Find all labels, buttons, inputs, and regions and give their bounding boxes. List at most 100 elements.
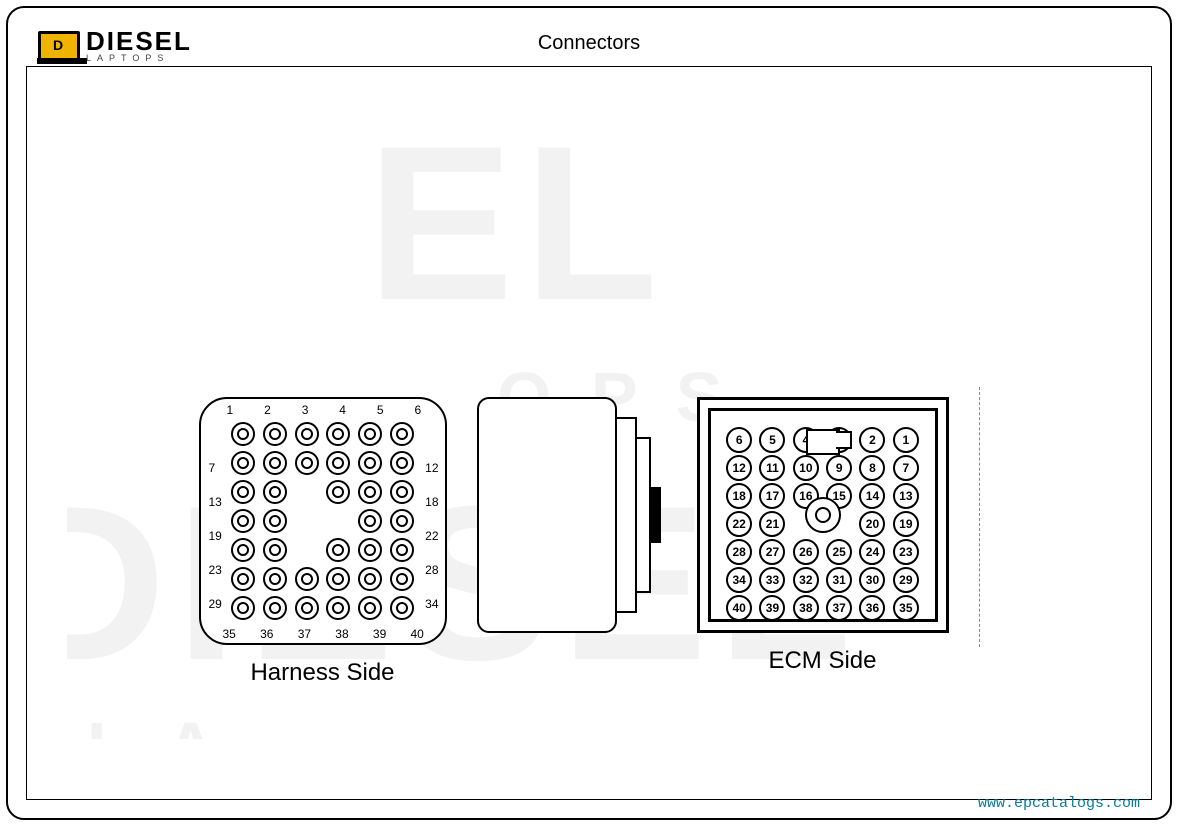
- page-title: Connectors: [22, 32, 1156, 55]
- ecm-pin: 39: [759, 595, 785, 621]
- ecm-pin: 2: [859, 427, 885, 453]
- ecm-pin: 24: [859, 539, 885, 565]
- pin-number: 12: [425, 461, 438, 475]
- ecm-pin: 36: [859, 595, 885, 621]
- harness-pin: [358, 567, 382, 591]
- pin-number: 2: [264, 403, 271, 417]
- harness-pin: [390, 422, 414, 446]
- pin-number: 3: [302, 403, 309, 417]
- ecm-pin: 33: [759, 567, 785, 593]
- harness-pin: [390, 567, 414, 591]
- pin-number: 38: [335, 627, 348, 641]
- harness-pin: [390, 596, 414, 620]
- page-header: DIESEL LAPTOPS Connectors: [22, 22, 1156, 66]
- harness-pin: [358, 596, 382, 620]
- page-frame: DIESEL LAPTOPS Connectors EL O P S DIESE…: [6, 6, 1172, 820]
- pin-number: 29: [209, 597, 222, 611]
- ecm-pin: 40: [726, 595, 752, 621]
- ecm-pin: 22: [726, 511, 752, 537]
- pin-number: 4: [339, 403, 346, 417]
- pin-number: 22: [425, 529, 438, 543]
- connector-side-view: [477, 397, 667, 633]
- pin-number: 36: [260, 627, 273, 641]
- pin-number: 18: [425, 495, 438, 509]
- harness-pin: [358, 509, 382, 533]
- ecm-pin: 9: [826, 455, 852, 481]
- harness-pin: [326, 596, 350, 620]
- harness-pin: [326, 422, 350, 446]
- ecm-pin: 21: [759, 511, 785, 537]
- harness-pin: [390, 538, 414, 562]
- ecm-pin: 29: [893, 567, 919, 593]
- harness-pin: [358, 422, 382, 446]
- harness-block: 1234563536373839407131923291218222834 Ha…: [199, 397, 447, 687]
- ecm-label: ECM Side: [697, 647, 949, 675]
- ecm-pin: 30: [859, 567, 885, 593]
- pin-number: 13: [209, 495, 222, 509]
- vertical-divider: [979, 387, 980, 647]
- harness-pin: [295, 567, 319, 591]
- harness-pin: [358, 480, 382, 504]
- content-frame: EL O P S DIESEL L A 12345635363738394071…: [26, 66, 1152, 800]
- harness-pin: [326, 480, 350, 504]
- ecm-pin: 23: [893, 539, 919, 565]
- pin-number: 35: [223, 627, 236, 641]
- harness-pin: [390, 480, 414, 504]
- harness-pin: [358, 451, 382, 475]
- harness-connector: 1234563536373839407131923291218222834: [199, 397, 447, 645]
- connector-side-profile: [477, 397, 667, 633]
- ecm-pin: 10: [793, 455, 819, 481]
- harness-pin: [231, 596, 255, 620]
- harness-pin: [263, 596, 287, 620]
- ecm-pin: 25: [826, 539, 852, 565]
- ecm-pin: 11: [759, 455, 785, 481]
- harness-pin: [231, 538, 255, 562]
- harness-pin: [390, 451, 414, 475]
- ecm-pin: 31: [826, 567, 852, 593]
- ecm-pin: 26: [793, 539, 819, 565]
- ecm-connector: 6543211211109871817161514132221201928272…: [697, 397, 949, 633]
- ecm-pin: 28: [726, 539, 752, 565]
- ecm-pin: 38: [793, 595, 819, 621]
- harness-pin: [295, 422, 319, 446]
- harness-pin: [231, 422, 255, 446]
- pin-number: 1: [227, 403, 234, 417]
- ecm-pin: 6: [726, 427, 752, 453]
- harness-pin: [326, 538, 350, 562]
- ecm-pin: 35: [893, 595, 919, 621]
- harness-pin: [326, 567, 350, 591]
- harness-pin: [326, 451, 350, 475]
- ecm-pin: 27: [759, 539, 785, 565]
- logo-sub: LAPTOPS: [86, 54, 192, 63]
- ecm-pin: 7: [893, 455, 919, 481]
- ecm-pin: 20: [859, 511, 885, 537]
- ecm-key-notch: [806, 429, 840, 455]
- ecm-pin: 13: [893, 483, 919, 509]
- ecm-pin: 14: [859, 483, 885, 509]
- ecm-pin: 37: [826, 595, 852, 621]
- harness-pin: [295, 451, 319, 475]
- harness-pin: [263, 509, 287, 533]
- ecm-pin: 12: [726, 455, 752, 481]
- source-url: www.epcatalogs.com: [978, 795, 1140, 812]
- ecm-pin: 18: [726, 483, 752, 509]
- pin-number: 23: [209, 563, 222, 577]
- harness-pin: [263, 567, 287, 591]
- ecm-pin: 5: [759, 427, 785, 453]
- ecm-pin: 32: [793, 567, 819, 593]
- pin-number: 5: [377, 403, 384, 417]
- harness-pin: [231, 567, 255, 591]
- harness-pin: [263, 451, 287, 475]
- pin-number: 37: [298, 627, 311, 641]
- harness-pin: [263, 538, 287, 562]
- ecm-pin: 8: [859, 455, 885, 481]
- harness-pin: [295, 596, 319, 620]
- connector-diagram: 1234563536373839407131923291218222834 Ha…: [27, 397, 1151, 687]
- harness-label: Harness Side: [199, 659, 447, 687]
- pin-number: 39: [373, 627, 386, 641]
- ecm-block: 6543211211109871817161514132221201928272…: [697, 397, 949, 675]
- ecm-center-bolt: [805, 497, 841, 533]
- ecm-pin: 17: [759, 483, 785, 509]
- harness-pin: [358, 538, 382, 562]
- pin-number: 6: [415, 403, 422, 417]
